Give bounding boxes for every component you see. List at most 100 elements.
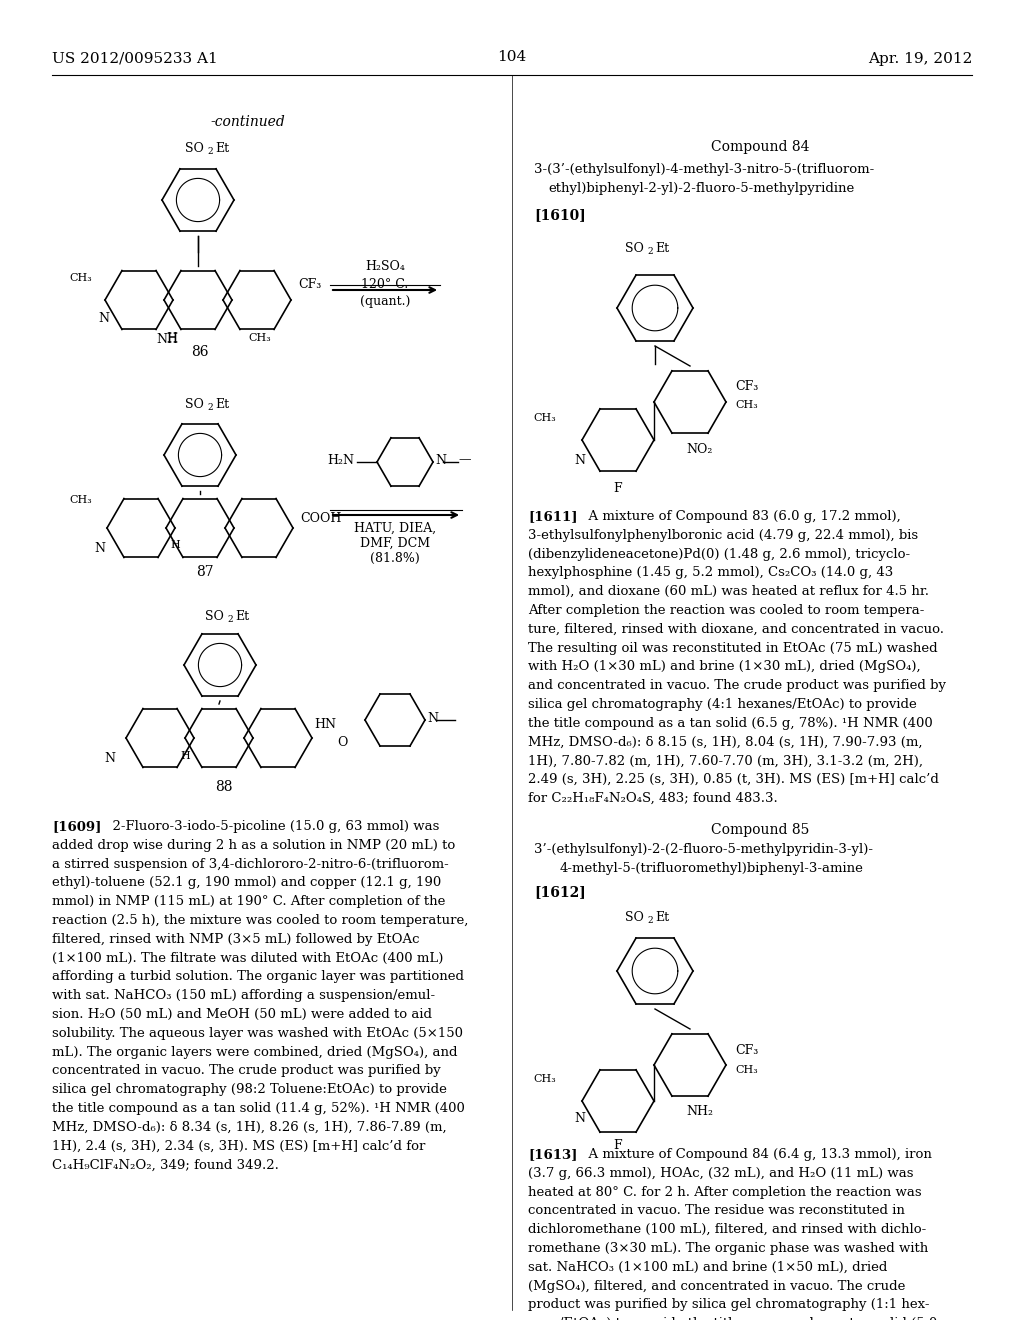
Text: solubility. The aqueous layer was washed with EtOAc (5×150: solubility. The aqueous layer was washed… [52, 1027, 463, 1040]
Text: CH₃: CH₃ [248, 333, 270, 343]
Text: 2.49 (s, 3H), 2.25 (s, 3H), 0.85 (t, 3H). MS (ES) [m+H] calc’d: 2.49 (s, 3H), 2.25 (s, 3H), 0.85 (t, 3H)… [528, 774, 939, 787]
Text: dichloromethane (100 mL), filtered, and rinsed with dichlo-: dichloromethane (100 mL), filtered, and … [528, 1224, 927, 1237]
Text: A mixture of Compound 84 (6.4 g, 13.3 mmol), iron: A mixture of Compound 84 (6.4 g, 13.3 mm… [580, 1148, 932, 1162]
Text: concentrated in vacuo. The crude product was purified by: concentrated in vacuo. The crude product… [52, 1064, 440, 1077]
Text: ethyl)-toluene (52.1 g, 190 mmol) and copper (12.1 g, 190: ethyl)-toluene (52.1 g, 190 mmol) and co… [52, 876, 441, 890]
Text: MHz, DMSO-d₆): δ 8.15 (s, 1H), 8.04 (s, 1H), 7.90-7.93 (m,: MHz, DMSO-d₆): δ 8.15 (s, 1H), 8.04 (s, … [528, 735, 923, 748]
Text: 2: 2 [227, 615, 232, 624]
Text: mmol), and dioxane (60 mL) was heated at reflux for 4.5 hr.: mmol), and dioxane (60 mL) was heated at… [528, 585, 929, 598]
Text: heated at 80° C. for 2 h. After completion the reaction was: heated at 80° C. for 2 h. After completi… [528, 1185, 922, 1199]
Text: N: N [98, 312, 109, 325]
Text: for C₂₂H₁₈F₄N₂O₄S, 483; found 483.3.: for C₂₂H₁₈F₄N₂O₄S, 483; found 483.3. [528, 792, 778, 805]
Text: the title compound as a tan solid (11.4 g, 52%). ¹H NMR (400: the title compound as a tan solid (11.4 … [52, 1102, 465, 1115]
Text: CH₃: CH₃ [70, 273, 92, 282]
Text: CH₃: CH₃ [70, 495, 92, 506]
Text: H: H [180, 751, 189, 762]
Text: DMF, DCM: DMF, DCM [360, 537, 430, 550]
Text: [1610]: [1610] [534, 209, 586, 222]
Text: 120° C.: 120° C. [361, 279, 409, 290]
Text: 87: 87 [197, 565, 214, 579]
Text: NH₂: NH₂ [686, 1105, 714, 1118]
Text: N: N [574, 454, 585, 466]
Text: Apr. 19, 2012: Apr. 19, 2012 [867, 51, 972, 66]
Text: The resulting oil was reconstituted in EtOAc (75 mL) washed: The resulting oil was reconstituted in E… [528, 642, 938, 655]
Text: affording a turbid solution. The organic layer was partitioned: affording a turbid solution. The organic… [52, 970, 464, 983]
Text: -continued: -continued [211, 115, 286, 129]
Text: C₁₄H₉ClF₄N₂O₂, 349; found 349.2.: C₁₄H₉ClF₄N₂O₂, 349; found 349.2. [52, 1159, 279, 1171]
Text: HN: HN [314, 718, 336, 731]
Text: N: N [574, 1113, 585, 1126]
Text: 2-Fluoro-3-iodo-5-picoline (15.0 g, 63 mmol) was: 2-Fluoro-3-iodo-5-picoline (15.0 g, 63 m… [104, 820, 439, 833]
Text: ture, filtered, rinsed with dioxane, and concentrated in vacuo.: ture, filtered, rinsed with dioxane, and… [528, 623, 944, 636]
Text: NH: NH [156, 333, 178, 346]
Text: MHz, DMSO-d₆): δ 8.34 (s, 1H), 8.26 (s, 1H), 7.86-7.89 (m,: MHz, DMSO-d₆): δ 8.34 (s, 1H), 8.26 (s, … [52, 1121, 446, 1134]
Text: hexylphosphine (1.45 g, 5.2 mmol), Cs₂CO₃ (14.0 g, 43: hexylphosphine (1.45 g, 5.2 mmol), Cs₂CO… [528, 566, 893, 579]
Text: Et: Et [655, 242, 669, 255]
Text: 88: 88 [215, 780, 232, 795]
Text: 3-ethylsulfonylphenylboronic acid (4.79 g, 22.4 mmol), bis: 3-ethylsulfonylphenylboronic acid (4.79 … [528, 529, 919, 541]
Text: with sat. NaHCO₃ (150 mL) affording a suspension/emul-: with sat. NaHCO₃ (150 mL) affording a su… [52, 989, 435, 1002]
Text: ethyl)biphenyl-2-yl)-2-fluoro-5-methylpyridine: ethyl)biphenyl-2-yl)-2-fluoro-5-methylpy… [548, 182, 854, 195]
Text: silica gel chromatography (98:2 Toluene:EtOAc) to provide: silica gel chromatography (98:2 Toluene:… [52, 1084, 446, 1096]
Text: 4-methyl-5-(trifluoromethyl)biphenyl-3-amine: 4-methyl-5-(trifluoromethyl)biphenyl-3-a… [560, 862, 864, 875]
Text: CF₃: CF₃ [298, 279, 322, 292]
Text: and concentrated in vacuo. The crude product was purified by: and concentrated in vacuo. The crude pro… [528, 680, 946, 692]
Text: US 2012/0095233 A1: US 2012/0095233 A1 [52, 51, 218, 66]
Text: (3.7 g, 66.3 mmol), HOAc, (32 mL), and H₂O (11 mL) was: (3.7 g, 66.3 mmol), HOAc, (32 mL), and H… [528, 1167, 913, 1180]
Text: concentrated in vacuo. The residue was reconstituted in: concentrated in vacuo. The residue was r… [528, 1204, 905, 1217]
Text: NO₂: NO₂ [687, 444, 713, 455]
Text: sion. H₂O (50 mL) and MeOH (50 mL) were added to aid: sion. H₂O (50 mL) and MeOH (50 mL) were … [52, 1008, 432, 1020]
Text: the title compound as a tan solid (6.5 g, 78%). ¹H NMR (400: the title compound as a tan solid (6.5 g… [528, 717, 933, 730]
Text: A mixture of Compound 83 (6.0 g, 17.2 mmol),: A mixture of Compound 83 (6.0 g, 17.2 mm… [580, 510, 901, 523]
Text: Et: Et [234, 610, 249, 623]
Text: —: — [458, 454, 470, 466]
Text: SO: SO [625, 242, 644, 255]
Text: CH₃: CH₃ [735, 400, 758, 411]
Text: (quant.): (quant.) [359, 294, 411, 308]
Text: Et: Et [215, 399, 229, 411]
Text: CF₃: CF₃ [735, 1044, 758, 1056]
Text: sat. NaHCO₃ (1×100 mL) and brine (1×50 mL), dried: sat. NaHCO₃ (1×100 mL) and brine (1×50 m… [528, 1261, 888, 1274]
Text: N: N [104, 751, 116, 764]
Text: 86: 86 [191, 345, 209, 359]
Text: Et: Et [215, 143, 229, 154]
Text: [1609]: [1609] [52, 820, 101, 833]
Text: HATU, DIEA,: HATU, DIEA, [354, 521, 436, 535]
Text: 2: 2 [207, 147, 213, 156]
Text: SO: SO [625, 911, 644, 924]
Text: 104: 104 [498, 50, 526, 63]
Text: H: H [167, 331, 177, 345]
Text: anes/EtOAc) to provide the title compound as a tan solid (5.0: anes/EtOAc) to provide the title compoun… [528, 1317, 937, 1320]
Text: CF₃: CF₃ [735, 380, 758, 393]
Text: added drop wise during 2 h as a solution in NMP (20 mL) to: added drop wise during 2 h as a solution… [52, 838, 456, 851]
Text: 2: 2 [647, 247, 652, 256]
Text: COOH: COOH [300, 511, 341, 524]
Text: 2: 2 [207, 403, 213, 412]
Text: Compound 84: Compound 84 [711, 140, 809, 154]
Text: SO: SO [185, 399, 204, 411]
Text: [1612]: [1612] [534, 884, 586, 899]
Text: mL). The organic layers were combined, dried (MgSO₄), and: mL). The organic layers were combined, d… [52, 1045, 458, 1059]
Text: filtered, rinsed with NMP (3×5 mL) followed by EtOAc: filtered, rinsed with NMP (3×5 mL) follo… [52, 933, 420, 946]
Text: 3’-(ethylsulfonyl)-2-(2-fluoro-5-methylpyridin-3-yl)-: 3’-(ethylsulfonyl)-2-(2-fluoro-5-methylp… [534, 843, 873, 855]
Text: a stirred suspension of 3,4-dichlororo-2-nitro-6-(trifluorom-: a stirred suspension of 3,4-dichlororo-2… [52, 858, 449, 871]
Text: (MgSO₄), filtered, and concentrated in vacuo. The crude: (MgSO₄), filtered, and concentrated in v… [528, 1279, 905, 1292]
Text: F: F [613, 1139, 623, 1152]
Text: product was purified by silica gel chromatography (1:1 hex-: product was purified by silica gel chrom… [528, 1299, 930, 1311]
Text: with H₂O (1×30 mL) and brine (1×30 mL), dried (MgSO₄),: with H₂O (1×30 mL) and brine (1×30 mL), … [528, 660, 921, 673]
Text: CH₃: CH₃ [534, 413, 556, 422]
Text: (dibenzylideneacetone)Pd(0) (1.48 g, 2.6 mmol), tricyclo-: (dibenzylideneacetone)Pd(0) (1.48 g, 2.6… [528, 548, 910, 561]
Text: After completion the reaction was cooled to room tempera-: After completion the reaction was cooled… [528, 605, 925, 616]
Text: romethane (3×30 mL). The organic phase was washed with: romethane (3×30 mL). The organic phase w… [528, 1242, 928, 1255]
Text: F: F [613, 482, 623, 495]
Text: (81.8%): (81.8%) [370, 552, 420, 565]
Text: [1611]: [1611] [528, 510, 578, 523]
Text: 1H), 7.80-7.82 (m, 1H), 7.60-7.70 (m, 3H), 3.1-3.2 (m, 2H),: 1H), 7.80-7.82 (m, 1H), 7.60-7.70 (m, 3H… [528, 755, 923, 767]
Text: H₂SO₄: H₂SO₄ [366, 260, 404, 273]
Text: H₂N: H₂N [327, 454, 354, 466]
Text: N: N [435, 454, 446, 466]
Text: (1×100 mL). The filtrate was diluted with EtOAc (400 mL): (1×100 mL). The filtrate was diluted wit… [52, 952, 443, 965]
Text: 3-(3’-(ethylsulfonyl)-4-methyl-3-nitro-5-(trifluorom-: 3-(3’-(ethylsulfonyl)-4-methyl-3-nitro-5… [534, 162, 874, 176]
Text: 2: 2 [647, 916, 652, 925]
Text: Et: Et [655, 911, 669, 924]
